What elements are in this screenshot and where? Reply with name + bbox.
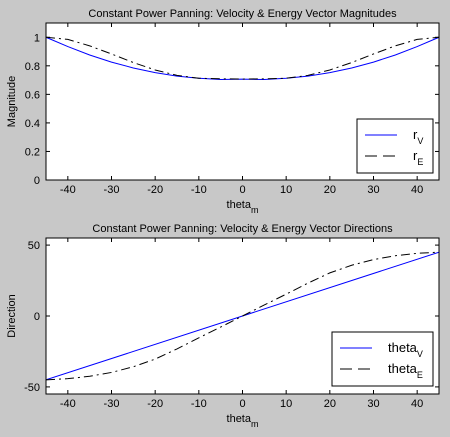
x-tick-label: 30	[367, 184, 379, 196]
x-tick-label: -20	[147, 184, 163, 196]
legend-entry-1-subscript: V	[417, 136, 423, 146]
legend-entry-1-main: r	[413, 127, 418, 142]
legend-entry-2: rE	[413, 148, 423, 167]
x-tick-label: -10	[191, 184, 207, 196]
x-axis-label-main: theta	[227, 413, 252, 425]
chart-title: Constant Power Panning: Velocity & Energ…	[92, 223, 393, 235]
legend-box	[331, 331, 434, 387]
x-axis-label: thetam	[227, 199, 259, 215]
y-tick-label: 1	[34, 32, 40, 44]
legend-entry-1-subscript: V	[417, 349, 423, 359]
series-line-2	[46, 251, 439, 381]
x-tick-label: -30	[104, 184, 120, 196]
x-tick-label: 0	[239, 398, 245, 410]
x-tick-label: 30	[367, 398, 379, 410]
x-tick-label: 40	[411, 398, 423, 410]
y-tick-label: 0	[34, 311, 40, 323]
y-tick-label: 0.6	[25, 89, 40, 101]
axes-frame	[45, 237, 440, 395]
x-tick-label: -40	[60, 184, 76, 196]
x-axis-label-subscript: m	[251, 419, 259, 429]
legend-entry-2-main: r	[413, 148, 418, 163]
legend-entry-1: rV	[413, 127, 423, 146]
x-tick-label: -20	[147, 398, 163, 410]
x-tick-label: 20	[324, 184, 336, 196]
y-tick-label: -50	[24, 382, 40, 394]
y-tick-label: 0.2	[25, 146, 40, 158]
legend-entry-1: thetaV	[388, 340, 423, 359]
chart-panel-1: Constant Power Panning: Velocity & Energ…	[6, 8, 440, 215]
x-tick-label: -40	[60, 398, 76, 410]
x-tick-label: -30	[104, 398, 120, 410]
legend-entry-2-subscript: E	[417, 157, 423, 167]
x-axis-label-main: theta	[227, 199, 252, 211]
x-tick-label: 10	[280, 398, 292, 410]
legend-entry-2-main: theta	[388, 361, 418, 376]
legend-entry-2: thetaE	[388, 361, 423, 380]
series-line-1	[46, 36, 439, 81]
legend-entry-1-main: theta	[388, 340, 418, 355]
x-tick-label: 10	[280, 184, 292, 196]
axes-frame	[45, 22, 440, 181]
y-tick-label: 50	[28, 240, 40, 252]
x-axis-label-subscript: m	[251, 205, 259, 215]
x-tick-label: 20	[324, 398, 336, 410]
x-axis-label: thetam	[227, 413, 259, 429]
legend-box	[356, 118, 434, 174]
chart-title: Constant Power Panning: Velocity & Energ…	[88, 8, 397, 20]
y-axis-label: Magnitude	[6, 76, 18, 127]
y-axis-label: Direction	[6, 294, 18, 337]
chart-panel-2: Constant Power Panning: Velocity & Energ…	[6, 223, 440, 429]
y-tick-label: 0.8	[25, 61, 40, 73]
y-tick-label: 0.4	[25, 118, 40, 130]
x-tick-label: -10	[191, 398, 207, 410]
legend-entry-2-subscript: E	[417, 370, 423, 380]
series-line-2	[46, 36, 439, 80]
x-tick-label: 40	[411, 184, 423, 196]
x-tick-label: 0	[239, 184, 245, 196]
y-tick-label: 0	[34, 175, 40, 187]
